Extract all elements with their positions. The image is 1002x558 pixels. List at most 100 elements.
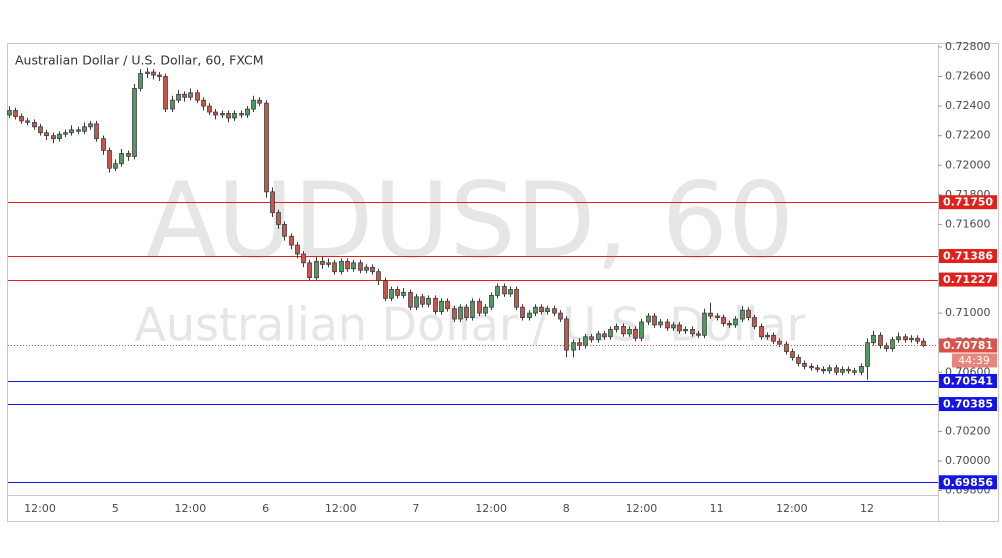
candle-body	[320, 260, 325, 265]
candle-body	[921, 340, 926, 346]
candle-body	[113, 163, 118, 169]
candle-body	[571, 342, 576, 351]
candle-body	[596, 333, 601, 341]
candle-body	[677, 324, 682, 332]
candle-body	[495, 286, 500, 296]
candle-body	[646, 315, 651, 323]
candle-body	[834, 367, 839, 373]
candle-body	[151, 71, 156, 76]
candle-body	[602, 333, 607, 338]
level-label: 0.71386	[943, 250, 993, 263]
candle-body	[119, 153, 124, 165]
candle-body	[13, 110, 18, 117]
candle-body	[909, 337, 914, 341]
candle-body	[903, 336, 908, 341]
candle-body	[414, 296, 419, 308]
candle-body	[458, 306, 463, 320]
candle-body	[545, 308, 550, 313]
candle-body	[295, 244, 300, 255]
candle-body	[157, 74, 162, 77]
candle-body	[213, 111, 218, 116]
candle-body	[483, 306, 488, 314]
candle-body	[38, 126, 43, 134]
candle-body	[383, 280, 388, 299]
candle-body	[445, 300, 450, 310]
candle-body	[51, 135, 56, 140]
candle-body	[633, 328, 638, 339]
candle-body	[765, 334, 770, 338]
candle-body	[489, 294, 494, 308]
candle-body	[163, 76, 168, 110]
candle-body	[627, 328, 632, 335]
candle-body	[520, 306, 525, 318]
x-tick-label: 12:00	[475, 502, 507, 515]
candle-body	[896, 336, 901, 341]
candle-body	[7, 110, 12, 116]
candle-body	[88, 123, 93, 128]
y-tick-label: 0.70200	[945, 424, 991, 437]
candle-body	[815, 367, 820, 370]
y-tick-label: 0.71600	[945, 217, 991, 230]
candle-body	[94, 123, 99, 140]
candle-body	[226, 113, 231, 119]
candle-body	[289, 235, 294, 246]
watermark-description: Australian Dollar / U.S. Dollar	[134, 298, 805, 352]
candle-body	[915, 337, 920, 342]
x-tick-label: 12:00	[175, 502, 207, 515]
candle-body	[301, 253, 306, 264]
candle-body	[733, 318, 738, 326]
candle-body	[126, 153, 131, 157]
candle-body	[477, 300, 482, 314]
candle-body	[508, 289, 513, 295]
candle-body	[176, 93, 181, 101]
candle-body	[790, 351, 795, 358]
candle-body	[245, 108, 250, 116]
level-label-box	[939, 475, 997, 490]
candle-body	[439, 300, 444, 313]
candle-body	[239, 113, 244, 116]
candle-body	[464, 306, 469, 318]
candle-body	[740, 309, 745, 320]
candle-body	[345, 260, 350, 270]
y-tick-label: 0.72800	[945, 40, 991, 53]
candle-body	[552, 308, 557, 314]
candle-body	[370, 266, 375, 273]
y-tick-label: 0.72000	[945, 158, 991, 171]
level-label-box	[939, 195, 997, 210]
watermark-symbol: AUDUSD, 60	[146, 159, 794, 281]
candle-body	[339, 260, 344, 273]
candle-body	[796, 357, 801, 364]
y-tick-label: 0.72600	[945, 70, 991, 83]
candle-body	[358, 262, 363, 271]
candle-body	[389, 289, 394, 299]
candle-body	[170, 99, 175, 110]
x-tick-label: 11	[710, 502, 724, 515]
candle-body	[514, 289, 519, 308]
candle-body	[614, 326, 619, 330]
candle-body	[314, 260, 319, 279]
candle-body	[76, 129, 81, 132]
candle-body	[652, 315, 657, 326]
candle-body	[690, 328, 695, 335]
candle-body	[282, 223, 287, 237]
last-price-label: 0.70781	[943, 339, 993, 352]
y-tick-label: 0.70000	[945, 454, 991, 467]
candle-body	[752, 317, 757, 327]
candle-body	[44, 132, 49, 137]
candle-body	[658, 321, 663, 326]
y-tick-label: 0.71000	[945, 306, 991, 319]
candle-body	[408, 292, 413, 308]
candle-body	[621, 326, 626, 335]
candle-body	[809, 365, 814, 369]
level-label: 0.71227	[943, 273, 993, 286]
candle-body	[326, 262, 331, 265]
candle-body	[558, 312, 563, 320]
candle-body	[69, 129, 74, 134]
x-tick-label: 12:00	[24, 502, 56, 515]
x-tick-label: 5	[112, 502, 119, 515]
level-label: 0.70385	[943, 398, 993, 411]
candle-body	[784, 343, 789, 352]
candle-body	[759, 326, 764, 338]
x-tick-label: 8	[563, 502, 570, 515]
